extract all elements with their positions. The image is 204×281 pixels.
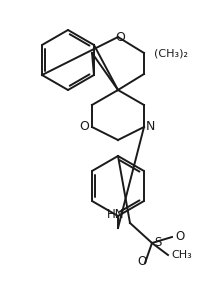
Text: O: O: [174, 230, 183, 243]
Text: N: N: [145, 121, 155, 133]
Text: HN: HN: [106, 208, 123, 221]
Text: O: O: [137, 255, 146, 268]
Text: O: O: [114, 31, 124, 44]
Text: S: S: [153, 237, 161, 250]
Text: O: O: [79, 121, 89, 133]
Text: CH₃: CH₃: [170, 250, 191, 260]
Text: (CH₃)₂: (CH₃)₂: [153, 48, 187, 58]
